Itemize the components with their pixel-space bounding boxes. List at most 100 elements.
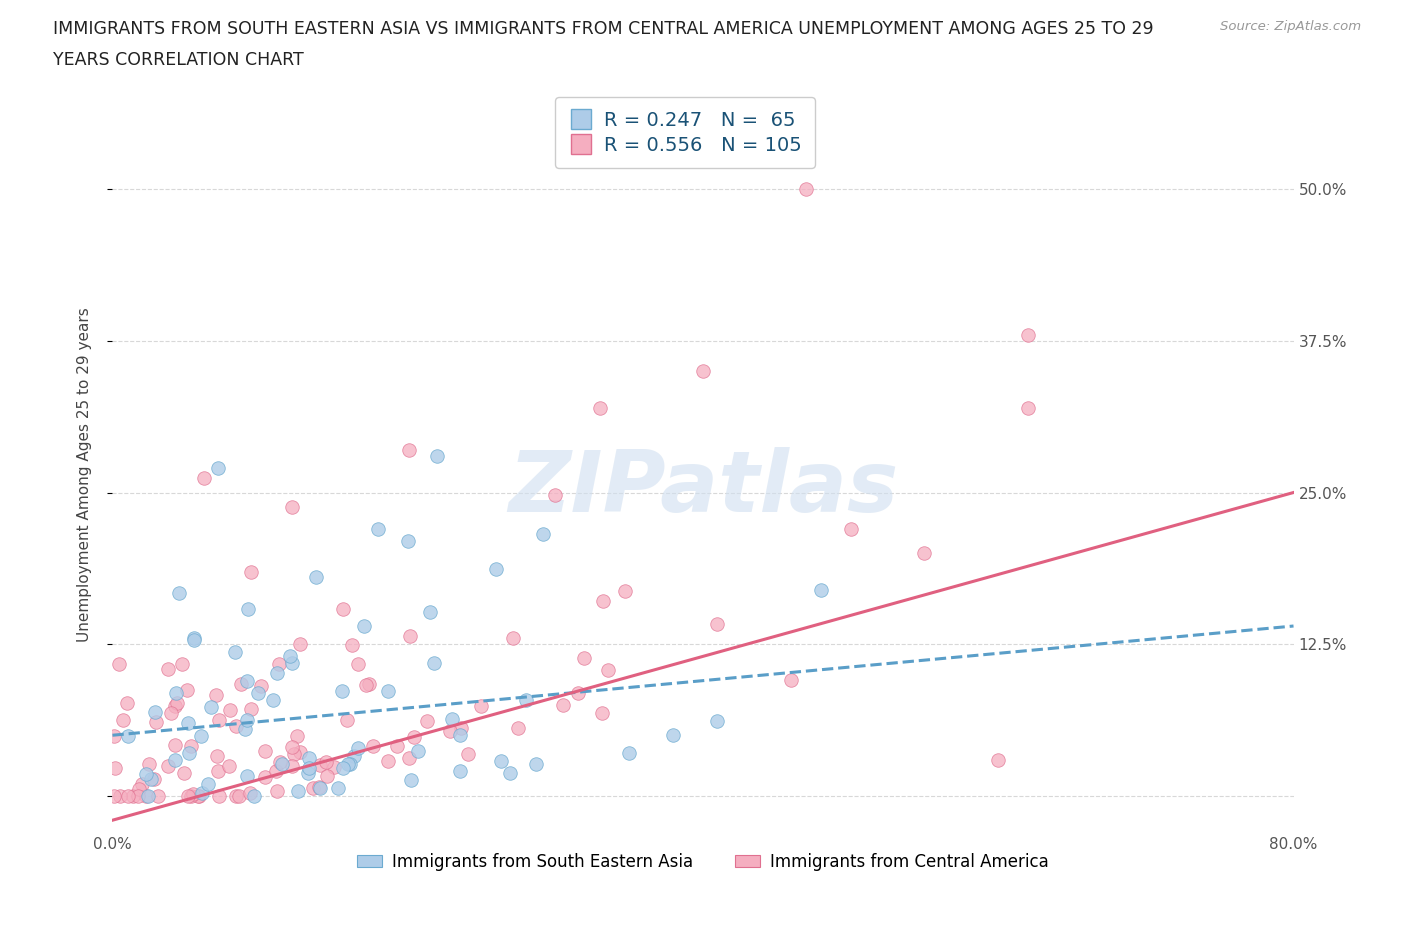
Point — [591, 706, 613, 721]
Point — [285, 729, 308, 744]
Point — [596, 662, 619, 677]
Point — [233, 722, 256, 737]
Point — [489, 753, 512, 768]
Point — [298, 751, 321, 765]
Point — [229, 677, 252, 692]
Point — [353, 618, 375, 633]
Point — [104, 761, 127, 776]
Point — [305, 569, 328, 584]
Point — [183, 631, 205, 645]
Point — [449, 764, 471, 778]
Point — [309, 758, 332, 773]
Point — [347, 740, 370, 755]
Point — [270, 756, 292, 771]
Point — [242, 789, 264, 804]
Point — [354, 678, 377, 693]
Point — [339, 757, 361, 772]
Point — [157, 661, 180, 676]
Point — [267, 657, 290, 671]
Point — [810, 582, 832, 597]
Point — [177, 745, 200, 760]
Point — [249, 678, 271, 693]
Point — [779, 672, 801, 687]
Point — [328, 781, 350, 796]
Point — [280, 758, 302, 773]
Point — [173, 765, 195, 780]
Point — [205, 749, 228, 764]
Point — [531, 526, 554, 541]
Point — [138, 756, 160, 771]
Point — [188, 789, 211, 804]
Point — [332, 602, 354, 617]
Point — [302, 780, 325, 795]
Point — [197, 777, 219, 791]
Point — [551, 698, 574, 712]
Point — [165, 685, 187, 700]
Point — [706, 713, 728, 728]
Point — [145, 714, 167, 729]
Point — [572, 651, 595, 666]
Point — [330, 684, 353, 698]
Text: YEARS CORRELATION CHART: YEARS CORRELATION CHART — [53, 51, 304, 69]
Point — [385, 738, 408, 753]
Point — [117, 728, 139, 743]
Point — [239, 702, 262, 717]
Point — [218, 759, 240, 774]
Point — [225, 719, 247, 734]
Point — [143, 705, 166, 720]
Point — [181, 786, 204, 801]
Y-axis label: Unemployment Among Ages 25 to 29 years: Unemployment Among Ages 25 to 29 years — [77, 307, 91, 642]
Legend: Immigrants from South Eastern Asia, Immigrants from Central America: Immigrants from South Eastern Asia, Immi… — [350, 846, 1056, 878]
Point — [207, 764, 229, 778]
Point — [367, 522, 389, 537]
Point — [401, 773, 423, 788]
Point — [187, 789, 209, 804]
Point — [449, 728, 471, 743]
Point — [166, 696, 188, 711]
Point — [136, 789, 159, 804]
Point — [219, 702, 242, 717]
Point — [190, 785, 212, 800]
Point — [619, 746, 641, 761]
Point — [163, 737, 186, 752]
Point — [266, 784, 288, 799]
Point — [361, 739, 384, 754]
Point — [1017, 400, 1039, 415]
Point — [290, 637, 312, 652]
Point — [332, 760, 354, 775]
Point — [131, 777, 153, 791]
Point — [143, 771, 166, 786]
Point — [357, 677, 380, 692]
Point — [236, 602, 259, 617]
Point — [398, 751, 420, 765]
Point — [499, 765, 522, 780]
Point — [180, 738, 202, 753]
Text: IMMIGRANTS FROM SOUTH EASTERN ASIA VS IMMIGRANTS FROM CENTRAL AMERICA UNEMPLOYME: IMMIGRANTS FROM SOUTH EASTERN ASIA VS IM… — [53, 20, 1154, 38]
Point — [524, 756, 547, 771]
Point — [1017, 327, 1039, 342]
Point — [240, 565, 263, 579]
Point — [108, 657, 131, 671]
Point — [253, 744, 276, 759]
Point — [450, 721, 472, 736]
Point — [692, 364, 714, 379]
Point — [253, 770, 276, 785]
Point — [269, 754, 291, 769]
Point — [103, 789, 125, 804]
Point — [167, 586, 190, 601]
Point — [308, 780, 330, 795]
Point — [288, 745, 311, 760]
Point — [110, 789, 132, 804]
Point — [316, 769, 339, 784]
Point — [406, 743, 429, 758]
Point — [236, 673, 259, 688]
Point — [426, 448, 449, 463]
Point — [183, 632, 205, 647]
Point — [224, 644, 246, 659]
Point — [336, 757, 359, 772]
Point — [283, 747, 305, 762]
Point — [146, 789, 169, 804]
Point — [128, 782, 150, 797]
Point — [662, 728, 685, 743]
Point — [592, 593, 614, 608]
